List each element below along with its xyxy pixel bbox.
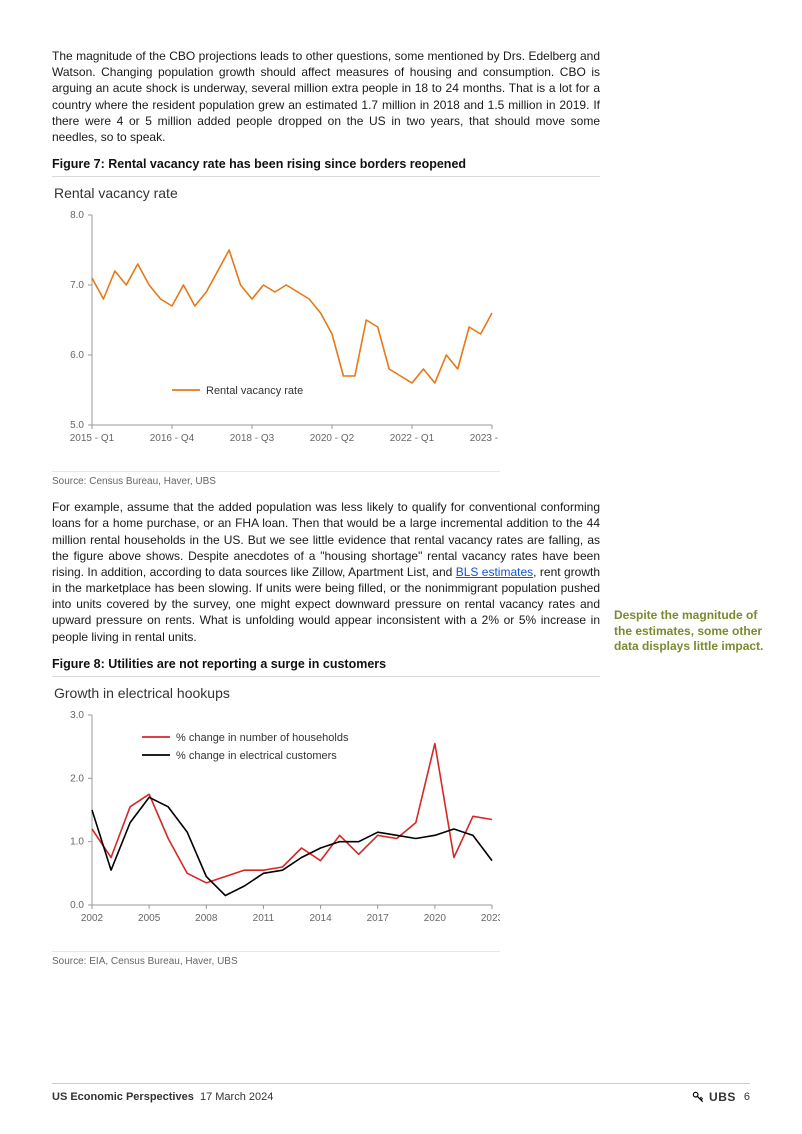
paragraph-2: For example, assume that the added popul… <box>52 499 600 645</box>
svg-text:2023 - Q4: 2023 - Q4 <box>470 433 500 444</box>
svg-text:1.0: 1.0 <box>70 836 84 847</box>
svg-text:2020 - Q2: 2020 - Q2 <box>310 433 355 444</box>
svg-text:2011: 2011 <box>253 913 275 924</box>
svg-text:2.0: 2.0 <box>70 773 84 784</box>
svg-text:2020: 2020 <box>424 913 447 924</box>
svg-text:2008: 2008 <box>195 913 218 924</box>
svg-text:Rental vacancy rate: Rental vacancy rate <box>206 385 303 397</box>
svg-text:7.0: 7.0 <box>70 280 84 291</box>
side-note: Despite the magnitude of the estimates, … <box>614 608 764 655</box>
page-number: 6 <box>744 1091 750 1103</box>
bls-estimates-link[interactable]: BLS estimates <box>456 565 533 579</box>
svg-text:2022 - Q1: 2022 - Q1 <box>390 433 435 444</box>
ubs-logo: UBS <box>691 1090 736 1104</box>
svg-text:2002: 2002 <box>81 913 104 924</box>
footer-title: US Economic Perspectives <box>52 1091 194 1103</box>
figure-8-chart: 0.0 1.0 2.0 3.0 2002 2005 2008 2011 2014 2017 2020… <box>52 705 500 945</box>
footer-right: UBS 6 <box>691 1090 750 1104</box>
svg-text:5.0: 5.0 <box>70 420 84 431</box>
page-footer: US Economic Perspectives 17 March 2024 U… <box>52 1083 750 1104</box>
paragraph-1: The magnitude of the CBO projections lea… <box>52 48 600 145</box>
svg-text:2017: 2017 <box>367 913 390 924</box>
ubs-brand-text: UBS <box>709 1090 736 1104</box>
svg-text:2023: 2023 <box>481 913 500 924</box>
svg-text:6.0: 6.0 <box>70 350 84 361</box>
ubs-keys-icon <box>691 1090 705 1104</box>
svg-text:0.0: 0.0 <box>70 900 84 911</box>
footer-date: 17 March 2024 <box>200 1091 273 1103</box>
figure-8-chart-title: Growth in electrical hookups <box>54 685 500 701</box>
svg-text:3.0: 3.0 <box>70 710 84 721</box>
svg-text:2014: 2014 <box>309 913 332 924</box>
svg-text:2016 - Q4: 2016 - Q4 <box>150 433 195 444</box>
figure-7-chart: 5.0 6.0 7.0 8.0 2015 - Q1 2016 - Q4 2018 - Q3 2… <box>52 205 500 465</box>
svg-text:% change in electrical custome: % change in electrical customers <box>176 750 337 762</box>
figure-8-source: Source: EIA, Census Bureau, Haver, UBS <box>52 951 500 967</box>
svg-text:2018 - Q3: 2018 - Q3 <box>230 433 275 444</box>
svg-text:2005: 2005 <box>138 913 161 924</box>
footer-left: US Economic Perspectives 17 March 2024 <box>52 1091 273 1103</box>
svg-text:8.0: 8.0 <box>70 210 84 221</box>
figure-7-title: Figure 7: Rental vacancy rate has been r… <box>52 157 600 177</box>
figure-7-source: Source: Census Bureau, Haver, UBS <box>52 471 500 487</box>
svg-text:2015 - Q1: 2015 - Q1 <box>70 433 115 444</box>
figure-7-chart-title: Rental vacancy rate <box>54 185 500 201</box>
figure-8-title: Figure 8: Utilities are not reporting a … <box>52 657 600 677</box>
svg-text:% change in number of househol: % change in number of households <box>176 732 349 744</box>
